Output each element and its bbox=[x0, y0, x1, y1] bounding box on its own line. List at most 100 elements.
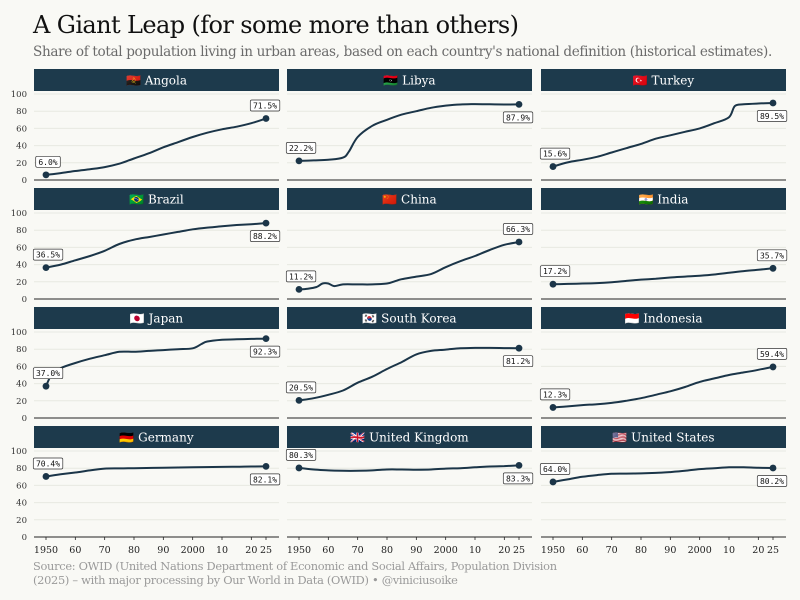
china-start-label: 11.2% bbox=[289, 272, 313, 281]
india-strip bbox=[541, 188, 786, 210]
y-tick-label: 40 bbox=[16, 499, 27, 509]
united-kingdom-strip bbox=[287, 426, 532, 448]
x-tick-label: 60 bbox=[69, 545, 81, 556]
united-states-end-point bbox=[769, 464, 777, 472]
turkey-series-line bbox=[552, 102, 774, 168]
brazil-start-label: 36.5% bbox=[36, 251, 60, 260]
libya-start-label-box bbox=[285, 142, 317, 154]
united-kingdom-end-point bbox=[515, 461, 523, 469]
united-states-series-line bbox=[552, 466, 774, 483]
brazil-strip bbox=[34, 188, 279, 210]
y-tick-label: 0 bbox=[22, 533, 27, 543]
x-tick-label: 70 bbox=[99, 545, 111, 556]
germany-strip bbox=[34, 426, 279, 448]
china-strip bbox=[287, 188, 532, 210]
libya-strip-label: 🇱🇾 Libya bbox=[383, 74, 435, 88]
libya-start-label: 22.2% bbox=[289, 144, 313, 153]
united-states-end-label: 80.2% bbox=[760, 477, 784, 486]
united-states-start-label-box bbox=[539, 463, 571, 475]
y-tick-label: 40 bbox=[16, 261, 27, 271]
india-series-line bbox=[552, 267, 774, 286]
chart-subtitle: Share of total population living in urba… bbox=[33, 44, 772, 60]
germany-end-label-box bbox=[249, 473, 281, 486]
china-strip-label: 🇨🇳 China bbox=[382, 193, 436, 207]
germany-end-point bbox=[262, 462, 270, 470]
x-tick-label: 10 bbox=[723, 545, 735, 556]
y-tick-label: 0 bbox=[22, 295, 27, 305]
x-tick-label: 90 bbox=[410, 545, 422, 556]
angola-start-label: 6.0% bbox=[38, 158, 57, 167]
india-end-label: 35.7% bbox=[760, 251, 784, 260]
y-tick-label: 100 bbox=[11, 209, 27, 219]
indonesia-series-line bbox=[552, 365, 774, 409]
united-states-start-point bbox=[549, 478, 557, 486]
x-tick-label: 25 bbox=[260, 545, 272, 556]
united-kingdom-end-label: 83.3% bbox=[506, 474, 530, 483]
libya-start-point bbox=[295, 157, 303, 165]
germany-series-line bbox=[45, 465, 267, 478]
indonesia-end-label-box bbox=[756, 348, 788, 360]
south-korea-end-label: 81.2% bbox=[506, 357, 530, 366]
china-start-point bbox=[295, 285, 303, 293]
turkey-start-label: 15.6% bbox=[543, 150, 567, 159]
germany-strip-label: 🇩🇪 Germany bbox=[119, 431, 193, 445]
south-korea-start-label-box bbox=[285, 381, 317, 394]
japan-start-label: 37.0% bbox=[36, 369, 60, 378]
united-kingdom-start-label: 80.3% bbox=[289, 451, 313, 460]
y-tick-label: 60 bbox=[16, 362, 27, 372]
y-tick-label: 0 bbox=[22, 176, 27, 186]
y-tick-label: 80 bbox=[16, 226, 27, 236]
united-states-strip bbox=[541, 426, 786, 448]
y-tick-label: 60 bbox=[16, 243, 27, 253]
y-tick-label: 20 bbox=[16, 278, 27, 288]
x-tick-label: 20 bbox=[245, 545, 257, 556]
south-korea-start-label: 20.5% bbox=[289, 383, 313, 392]
india-start-label: 17.2% bbox=[543, 267, 567, 276]
y-tick-label: 80 bbox=[16, 464, 27, 474]
y-tick-label: 100 bbox=[11, 90, 27, 100]
x-tick-label: 80 bbox=[381, 545, 393, 556]
united-states-start-label: 64.0% bbox=[543, 465, 567, 474]
china-series-line bbox=[298, 241, 520, 291]
japan-start-point bbox=[42, 382, 50, 390]
turkey-strip-label: 🇹🇷 Turkey bbox=[633, 74, 695, 88]
germany-start-label-box bbox=[32, 457, 64, 470]
chart-title: A Giant Leap (for some more than others) bbox=[33, 11, 519, 39]
south-korea-start-point bbox=[295, 396, 303, 404]
x-tick-label: 90 bbox=[664, 545, 676, 556]
libya-series-line bbox=[298, 103, 520, 162]
x-tick-label: 60 bbox=[322, 545, 334, 556]
angola-end-point bbox=[262, 115, 270, 122]
y-tick-label: 100 bbox=[11, 447, 27, 457]
japan-start-label-box bbox=[32, 367, 64, 380]
turkey-start-label-box bbox=[539, 147, 571, 160]
united-kingdom-end-label-box bbox=[502, 472, 534, 485]
japan-end-label: 92.3% bbox=[253, 348, 277, 357]
south-korea-strip bbox=[287, 307, 532, 329]
angola-strip-label: 🇦🇴 Angola bbox=[126, 74, 187, 88]
y-tick-label: 20 bbox=[16, 397, 27, 407]
united-kingdom-series-line bbox=[298, 464, 520, 472]
source-line-2: (2025) – with major processing by Our Wo… bbox=[33, 572, 458, 587]
y-tick-label: 20 bbox=[16, 516, 27, 526]
india-start-point bbox=[549, 280, 557, 288]
x-tick-label: 1950 bbox=[287, 545, 311, 556]
angola-strip bbox=[34, 69, 279, 91]
y-tick-label: 40 bbox=[16, 142, 27, 152]
x-tick-label: 25 bbox=[767, 545, 779, 556]
south-korea-series-line bbox=[298, 346, 520, 402]
germany-start-label: 70.4% bbox=[36, 460, 60, 469]
x-tick-label: 80 bbox=[128, 545, 140, 556]
china-end-label-box bbox=[502, 223, 534, 235]
china-start-label-box bbox=[285, 270, 317, 283]
x-tick-label: 2000 bbox=[688, 545, 712, 556]
x-tick-label: 20 bbox=[752, 545, 764, 556]
south-korea-end-point bbox=[515, 344, 523, 352]
india-start-label-box bbox=[539, 265, 571, 278]
united-kingdom-strip-label: 🇬🇧 United Kingdom bbox=[350, 431, 469, 445]
y-tick-label: 20 bbox=[16, 159, 27, 169]
india-end-label-box bbox=[756, 249, 788, 262]
turkey-strip bbox=[541, 69, 786, 91]
united-states-end-label-box bbox=[756, 475, 788, 487]
south-korea-strip-label: 🇰🇷 South Korea bbox=[362, 312, 456, 326]
